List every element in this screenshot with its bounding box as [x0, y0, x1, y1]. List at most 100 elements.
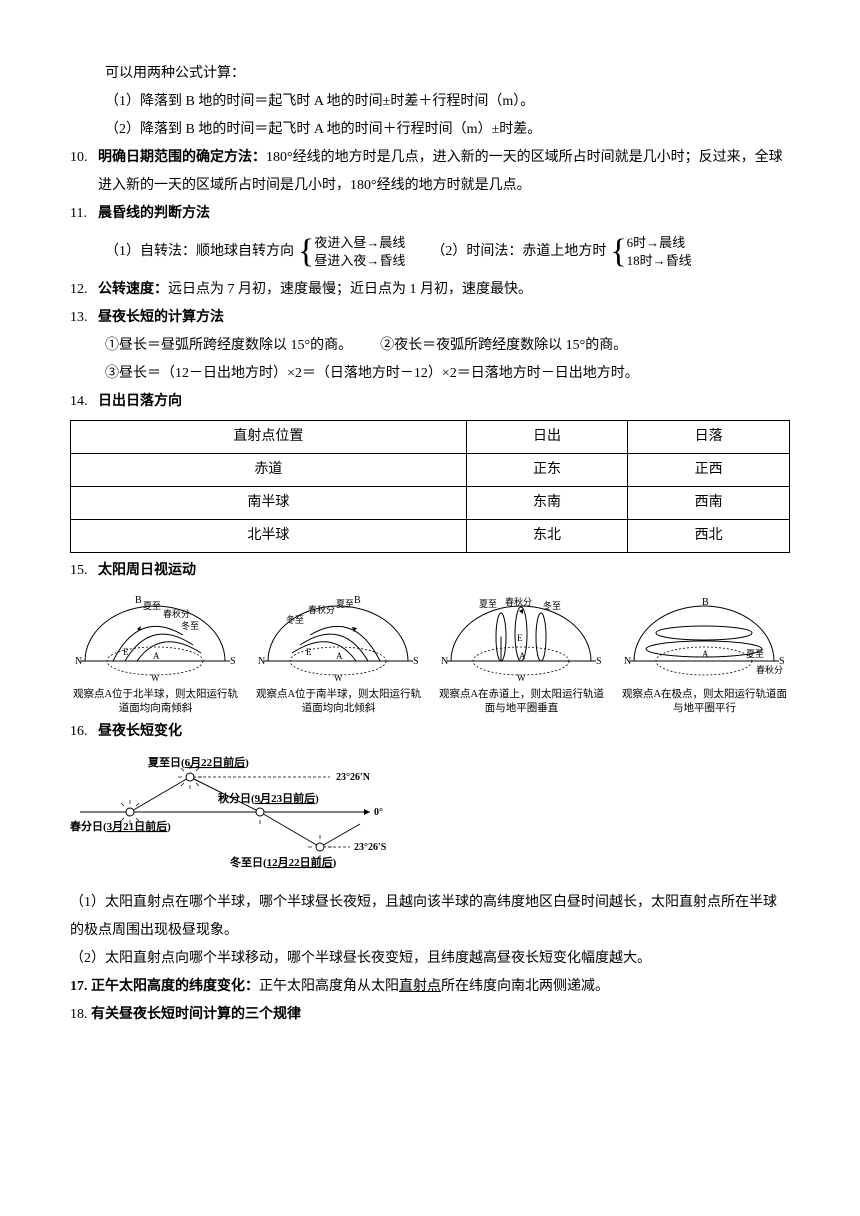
intro-formula-2: （2）降落到 B 地的时间＝起飞时 A 地的时间＋行程时间（m）±时差。: [105, 116, 790, 144]
table-cell: 日出: [466, 421, 628, 454]
item-title: 明确日期范围的确定方法：: [98, 150, 266, 165]
label-S: S: [596, 656, 602, 667]
brace-line: 夜进入昼→晨线: [314, 234, 405, 252]
label-xiazhi: 夏至: [746, 649, 764, 659]
item-10: 10. 明确日期范围的确定方法：180°经线的地方时是几点，进入新的一天的区域所…: [70, 144, 790, 200]
diagram-pole: B N S A 夏至 春秋分 观察点A在极点，则太阳运行轨道面与地平圈平行: [619, 591, 790, 715]
item-number: 15.: [70, 557, 98, 585]
item-number: 11.: [70, 200, 98, 228]
item-number: 18.: [70, 1007, 88, 1022]
item-underline: 直射点: [399, 979, 441, 994]
diagram-south: B 冬至 春秋分 夏至 N S E A W 观察点A位于南半球，则太阳运行轨道面…: [253, 591, 424, 715]
label-chunfen: 春分日(3月21日前后): [70, 819, 171, 833]
item-number: 16.: [70, 718, 98, 746]
solar-declination-diagram-icon: 夏至日(6月22日前后) 秋分日(9月23日前后) 冬至日(12月22日前后) …: [70, 752, 410, 872]
formula-text: ②夜长＝夜弧所跨经度数除以 15°的商。: [380, 338, 627, 353]
label-B: B: [702, 597, 709, 608]
label-E: E: [306, 647, 312, 657]
item-title: 有关昼夜长短时间计算的三个规律: [91, 1007, 301, 1022]
table-row: 赤道 正东 正西: [71, 454, 790, 487]
table-cell: 直射点位置: [71, 421, 467, 454]
item-title: 昼夜长短变化: [98, 718, 790, 746]
item-title: 正午太阳高度的纬度变化：: [91, 979, 259, 994]
diagram-caption: 观察点A在极点，则太阳运行轨道面与地平圈平行: [619, 688, 790, 715]
table-cell: 正西: [628, 454, 790, 487]
item-title: 晨昏线的判断方法: [98, 200, 790, 228]
label-xiazhi: 夏至日(6月22日前后): [148, 755, 249, 769]
label-A: A: [702, 649, 709, 659]
diagram-caption: 观察点A在赤道上，则太阳运行轨道面与地平圈垂直: [436, 688, 607, 715]
table-row: 直射点位置 日出 日落: [71, 421, 790, 454]
label-W: W: [517, 673, 526, 683]
item-16-para1: （1）太阳直射点在哪个半球，哪个半球昼长夜短，且越向该半球的高纬度地区白昼时间越…: [70, 889, 790, 945]
item-title: 公转速度：: [98, 282, 168, 297]
intro-formula-1: （1）降落到 B 地的时间＝起飞时 A 地的时间±时差＋行程时间（m）。: [105, 88, 790, 116]
label-N: N: [441, 656, 448, 667]
brace-icon: {: [298, 235, 314, 269]
item-11-formulas: （1）自转法：顺地球自转方向 { 夜进入昼→晨线 昼进入夜→昏线 （2）时间法：…: [105, 234, 790, 270]
label-N: N: [75, 656, 82, 667]
item-title: 日出日落方向: [98, 388, 790, 416]
item-text: 远日点为 7 月初，速度最慢；近日点为 1 月初，速度最快。: [168, 282, 532, 297]
item-14: 14. 日出日落方向: [70, 388, 790, 416]
label-lat-s: 23°26′S: [354, 842, 387, 853]
table-cell: 西北: [628, 520, 790, 553]
item-11: 11. 晨昏线的判断方法: [70, 200, 790, 228]
label-E: E: [517, 633, 523, 643]
table-cell: 北半球: [71, 520, 467, 553]
brace-icon: {: [610, 235, 626, 269]
label-A: A: [519, 651, 526, 661]
item-text-before: 正午太阳高度角从太阳: [259, 979, 399, 994]
hemisphere-diagram-icon: B N S A 夏至 春秋分: [622, 591, 787, 686]
rotation-prefix: （1）自转法：顺地球自转方向: [105, 242, 294, 262]
label-dongzhi: 冬至: [286, 614, 304, 625]
item-13-line1: ①昼长＝昼弧所跨经度数除以 15°的商。 ②夜长＝夜弧所跨经度数除以 15°的商…: [105, 332, 790, 360]
label-N: N: [624, 656, 631, 667]
item-title: 太阳周日视运动: [98, 557, 790, 585]
item-13: 13. 昼夜长短的计算方法: [70, 304, 790, 332]
label-dongzhi: 冬至: [543, 600, 561, 611]
item-number: 17.: [70, 979, 88, 994]
sun-icon: [308, 835, 332, 859]
label-xiazhi: 夏至: [143, 601, 161, 611]
item-number: 12.: [70, 276, 98, 304]
table-cell: 西南: [628, 487, 790, 520]
label-dongzhi: 冬至: [181, 620, 199, 631]
item-12: 12. 公转速度：远日点为 7 月初，速度最慢；近日点为 1 月初，速度最快。: [70, 276, 790, 304]
table-cell: 正东: [466, 454, 628, 487]
item-content: 公转速度：远日点为 7 月初，速度最慢；近日点为 1 月初，速度最快。: [98, 276, 790, 304]
table-cell: 东南: [466, 487, 628, 520]
time-prefix: （2）时间法：赤道上地方时: [431, 242, 606, 262]
item-13-line2: ③昼长＝（12－日出地方时）×2＝（日落地方时－12）×2＝日落地方时－日出地方…: [105, 360, 790, 388]
item-16-para2: （2）太阳直射点向哪个半球移动，哪个半球昼长夜变短，且纬度越高昼夜长短变化幅度越…: [70, 945, 790, 973]
item-18: 18. 有关昼夜长短时间计算的三个规律: [70, 1001, 790, 1029]
label-chunqiu: 春秋分: [308, 604, 335, 615]
label-A: A: [336, 651, 343, 661]
label-qiufen: 秋分日(9月23日前后): [218, 791, 319, 805]
hemisphere-diagram-icon: 夏至 春秋分 冬至 N S E A W: [439, 591, 604, 686]
label-N: N: [258, 656, 265, 667]
sunrise-sunset-table: 直射点位置 日出 日落 赤道 正东 正西 南半球 东南 西南 北半球 东北 西北: [70, 420, 790, 553]
label-xiazhi: 夏至: [336, 599, 354, 609]
sun-path-diagrams: B 夏至 春秋分 冬至 N S E A W 观察点A位于北半球，则太阳运行轨道面…: [70, 591, 790, 715]
label-dongzhi: 冬至日(12月22日前后): [230, 855, 337, 869]
table-row: 南半球 东南 西南: [71, 487, 790, 520]
label-chunqiu: 春秋分: [505, 596, 532, 607]
item-title: 昼夜长短的计算方法: [98, 304, 790, 332]
label-W: W: [334, 673, 343, 683]
item-15: 15. 太阳周日视运动: [70, 557, 790, 585]
label-W: W: [151, 673, 160, 683]
formula-text: ①昼长＝昼弧所跨经度数除以 15°的商。: [105, 338, 352, 353]
brace-line: 18时→昏线: [627, 252, 692, 270]
brace-line: 6时→晨线: [627, 234, 692, 252]
hemisphere-diagram-icon: B 夏至 春秋分 冬至 N S E A W: [73, 591, 238, 686]
item-number: 10.: [70, 144, 98, 200]
brace-group-1: { 夜进入昼→晨线 昼进入夜→昏线: [298, 234, 405, 270]
item-number: 13.: [70, 304, 98, 332]
label-B: B: [135, 595, 142, 606]
intro-line-1: 可以用两种公式计算：: [105, 60, 790, 88]
label-xiazhi: 夏至: [479, 599, 497, 609]
item-number: 14.: [70, 388, 98, 416]
label-S: S: [413, 656, 419, 667]
diagram-caption: 观察点A位于北半球，则太阳运行轨道面均向南倾斜: [70, 688, 241, 715]
